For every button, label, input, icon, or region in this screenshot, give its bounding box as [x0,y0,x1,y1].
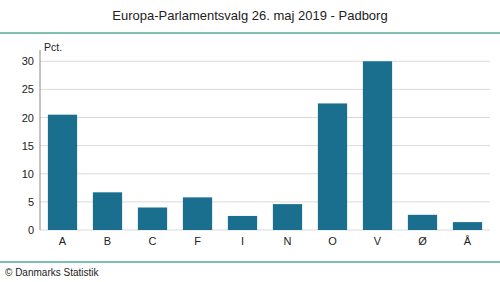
title-rule [0,32,500,33]
grid-line [40,117,490,118]
grid-line [40,173,490,174]
grid-line [40,89,490,90]
title: Europa-Parlamentsvalg 26. maj 2019 - Pad… [112,8,387,23]
bar [183,197,212,230]
footer: © Danmarks Statistik [5,267,100,278]
y-tick-label: 15 [22,140,34,152]
y-tick-label: 10 [22,168,34,180]
grid-line [40,145,490,146]
y-axis-label: Pct. [44,41,62,53]
bar [228,216,257,230]
grid-line [40,61,490,62]
x-tick-label: I [241,235,244,247]
bar [318,103,347,230]
x-tick-label: B [104,235,111,247]
bar [48,115,77,230]
y-tick-labels: 0 5 10 15 20 25 30 [22,55,34,236]
x-tick-label: Å [464,235,472,247]
x-tick-label: A [59,235,67,247]
x-tick-label: F [194,235,201,247]
x-tick-label: O [328,235,337,247]
x-tick-label: V [374,235,382,247]
bar [273,204,302,230]
y-tick-label: 5 [28,196,34,208]
chart-svg: Europa-Parlamentsvalg 26. maj 2019 - Pad… [0,0,500,282]
x-tick-label: C [149,235,157,247]
bar [138,208,167,231]
bar [93,192,122,230]
bar [363,61,392,230]
bar [408,215,437,230]
y-tick-label: 25 [22,83,34,95]
x-tick-label: N [284,235,292,247]
y-tick-label: 30 [22,55,34,67]
bar [453,222,482,230]
x-tick-labels: ABCFINOVØÅ [59,235,472,247]
y-axis-line [40,50,41,230]
grid [40,61,490,230]
chart-container: Europa-Parlamentsvalg 26. maj 2019 - Pad… [0,0,500,282]
y-tick-label: 20 [22,112,34,124]
x-tick-label: Ø [418,235,427,247]
bars [48,61,482,230]
footer-rule [0,261,500,262]
y-tick-label: 0 [28,224,34,236]
